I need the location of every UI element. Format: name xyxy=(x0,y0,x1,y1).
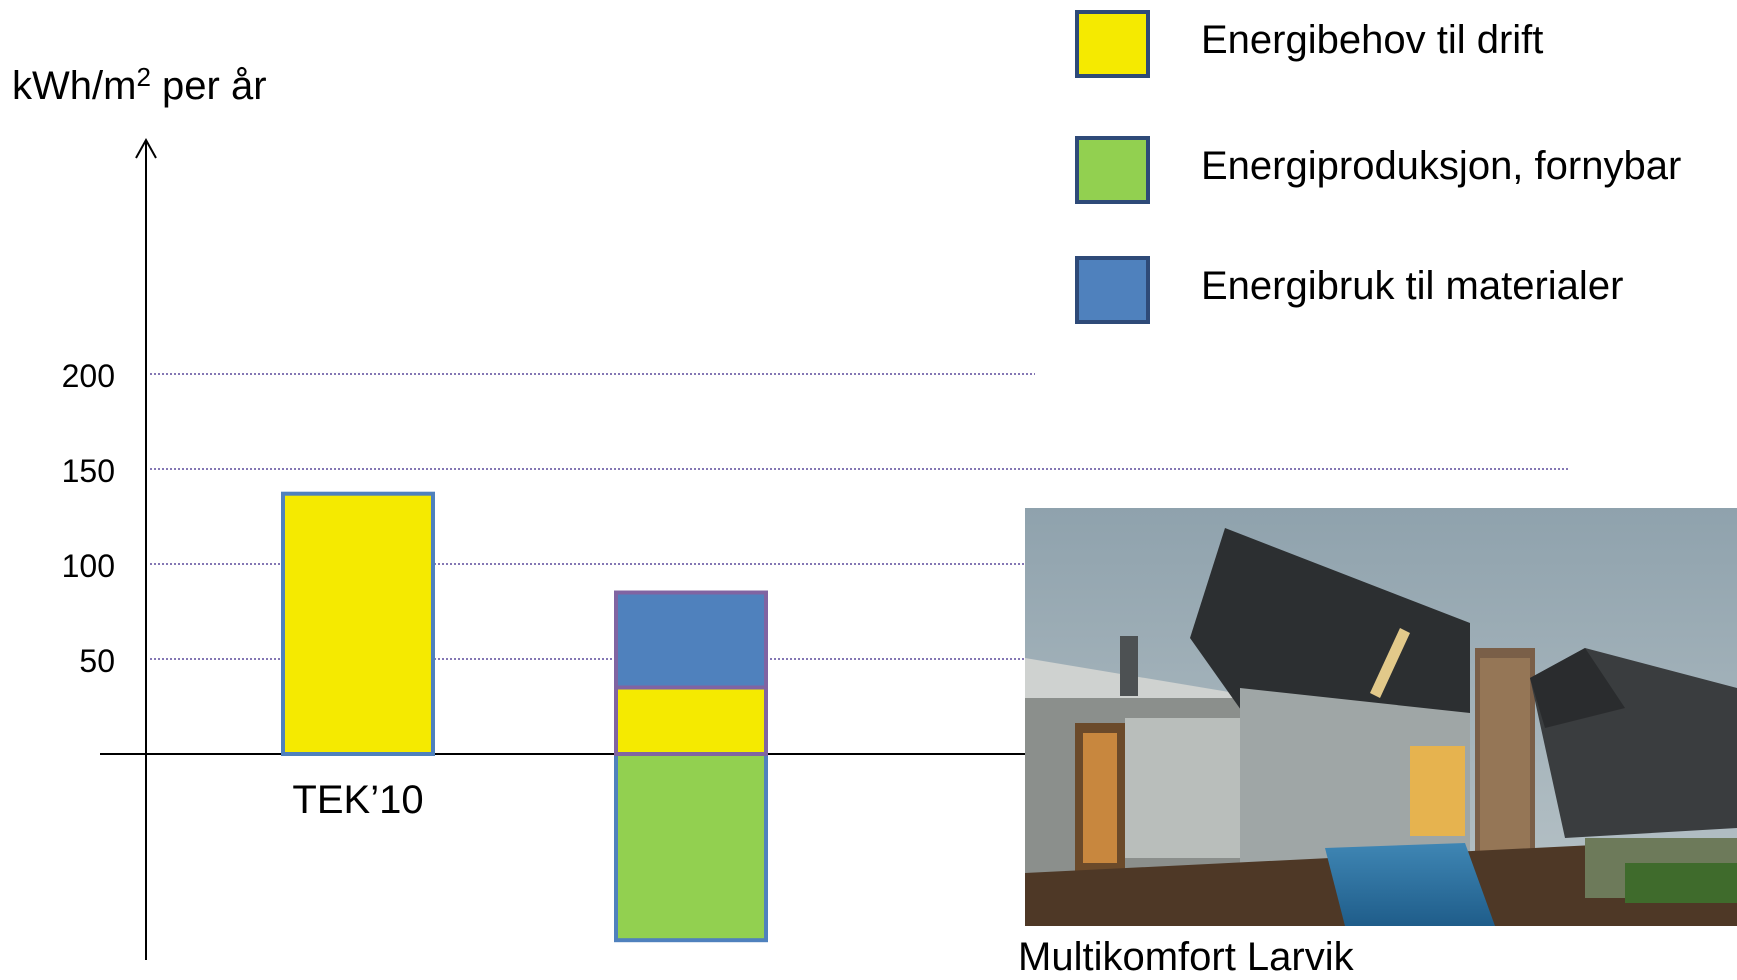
bar-segment-drift xyxy=(614,685,768,756)
y-tick-label: 100 xyxy=(62,548,115,584)
bar-segment-produksjon xyxy=(614,752,768,943)
legend-swatch-materialer xyxy=(1075,256,1150,324)
legend-swatch-produksjon xyxy=(1075,136,1150,204)
y-tick-label: 150 xyxy=(62,453,115,489)
legend-swatch-drift xyxy=(1075,10,1150,78)
house-photo xyxy=(1025,508,1737,926)
x-tick-label: TEK’10 xyxy=(292,778,423,822)
chart: 200 150 100 50 TEK’10 xyxy=(62,137,1570,960)
y-axis-label: kWh/m2 per år xyxy=(12,62,267,108)
y-axis-arrow xyxy=(135,137,157,159)
legend-label-materialer: Energibruk til materialer xyxy=(1201,264,1624,308)
legend-label-produksjon: Energiproduksjon, fornybar xyxy=(1201,144,1682,188)
y-tick-label: 200 xyxy=(62,358,115,394)
legend-label-drift: Energibehov til drift xyxy=(1201,18,1544,62)
bar-segment-drift xyxy=(281,491,435,756)
y-tick-label: 50 xyxy=(79,643,115,679)
photo-caption: Multikomfort Larvik xyxy=(1018,935,1354,979)
bar-segment-materialer xyxy=(614,590,768,690)
